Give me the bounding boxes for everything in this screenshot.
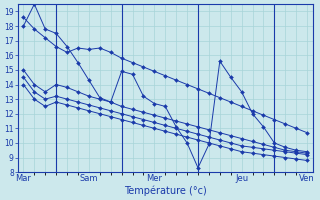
- X-axis label: Température (°c): Température (°c): [124, 185, 207, 196]
